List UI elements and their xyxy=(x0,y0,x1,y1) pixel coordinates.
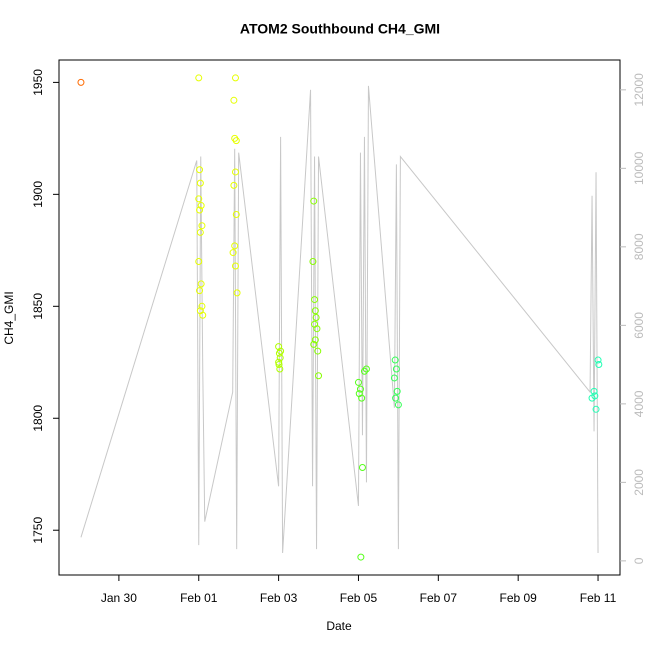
y-axis-label: CH4_GMI xyxy=(2,291,16,344)
data-point xyxy=(358,464,366,472)
data-point xyxy=(195,74,203,82)
data-point xyxy=(197,280,205,288)
data-point xyxy=(360,367,368,375)
data-point xyxy=(196,179,204,187)
data-point xyxy=(315,372,323,380)
data-point xyxy=(231,168,239,176)
data-point xyxy=(309,258,317,266)
data-point xyxy=(196,287,204,295)
data-point xyxy=(196,166,204,174)
data-point xyxy=(275,361,283,369)
data-point xyxy=(592,405,600,413)
y2-tick-label: 6000 xyxy=(632,312,646,339)
data-point xyxy=(195,195,203,203)
y-tick-label: 1950 xyxy=(31,69,45,96)
y2-tick-label: 10000 xyxy=(632,151,646,185)
data-point xyxy=(314,347,322,355)
chart-title: ATOM2 Southbound CH4_GMI xyxy=(240,21,440,37)
data-point xyxy=(390,374,398,382)
data-point xyxy=(275,343,283,351)
y2-tick-label: 2000 xyxy=(632,469,646,496)
x-tick-label: Feb 01 xyxy=(180,591,218,605)
data-point xyxy=(195,258,203,266)
data-point xyxy=(196,228,204,236)
data-point xyxy=(231,74,239,82)
y-tick-label: 1850 xyxy=(31,293,45,320)
data-point xyxy=(362,365,370,373)
y2-tick-label: 0 xyxy=(632,557,646,564)
x-tick-label: Jan 30 xyxy=(101,591,137,605)
data-point xyxy=(277,347,285,355)
y2-tick-label: 4000 xyxy=(632,390,646,417)
data-point xyxy=(594,356,602,364)
x-tick-label: Feb 05 xyxy=(340,591,378,605)
data-point xyxy=(358,394,366,402)
data-point xyxy=(357,553,365,561)
data-point xyxy=(196,206,204,214)
data-point xyxy=(77,78,85,86)
data-point xyxy=(199,311,207,319)
data-point xyxy=(392,365,400,373)
data-point xyxy=(233,289,241,297)
data-point xyxy=(230,96,238,104)
data-point xyxy=(356,385,364,393)
x-tick-label: Feb 03 xyxy=(260,591,298,605)
data-point xyxy=(310,197,318,205)
data-point xyxy=(311,296,319,304)
data-point xyxy=(312,314,320,321)
data-point xyxy=(354,378,362,386)
x-tick-label: Feb 09 xyxy=(500,591,538,605)
data-point xyxy=(313,325,321,333)
y2-tick-label: 12000 xyxy=(632,73,646,107)
data-point xyxy=(231,262,239,270)
data-point xyxy=(229,249,237,257)
data-point xyxy=(392,394,400,402)
data-point xyxy=(595,361,603,369)
y-tick-label: 1750 xyxy=(31,517,45,544)
x-tick-label: Feb 11 xyxy=(580,591,617,605)
data-point xyxy=(230,181,238,189)
data-point xyxy=(232,211,240,218)
data-point xyxy=(276,354,284,362)
data-point xyxy=(231,242,239,250)
data-point xyxy=(591,392,599,400)
data-point xyxy=(391,356,399,364)
data-point xyxy=(590,387,598,395)
x-axis-label: Date xyxy=(326,619,352,633)
data-point xyxy=(310,340,318,348)
data-point xyxy=(311,307,319,315)
altitude-line xyxy=(80,85,599,554)
y-tick-label: 1900 xyxy=(31,181,45,208)
data-point xyxy=(198,302,206,310)
data-point xyxy=(232,137,240,145)
data-point xyxy=(198,222,206,230)
data-point xyxy=(197,202,205,210)
data-point xyxy=(311,336,319,344)
data-point xyxy=(276,365,284,373)
y-tick-label: 1800 xyxy=(31,405,45,432)
x-tick-label: Feb 07 xyxy=(420,591,458,605)
data-point xyxy=(394,401,402,409)
data-point xyxy=(393,387,401,395)
plot-frame xyxy=(58,59,621,576)
y2-tick-label: 8000 xyxy=(632,233,646,260)
